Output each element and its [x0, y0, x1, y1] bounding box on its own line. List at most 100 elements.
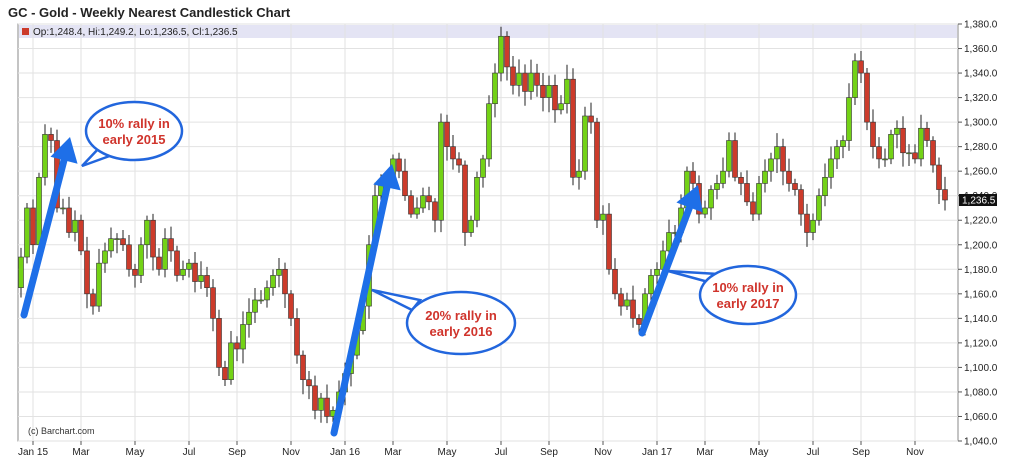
candle-body-up [762, 170, 768, 184]
candle-body-down [204, 275, 210, 288]
candle [618, 287, 624, 316]
candle [816, 188, 822, 226]
x-tick-label: Jan 17 [642, 447, 672, 458]
y-tick-label: 1,180.0 [964, 265, 998, 276]
x-tick-label: Sep [228, 447, 246, 458]
candle-body-down [150, 219, 156, 258]
candle-body-up [258, 299, 264, 302]
candle-body-up [768, 158, 774, 172]
candle [216, 309, 222, 376]
candle-body-down [48, 134, 54, 141]
candle [300, 350, 306, 395]
candle-body-up [252, 299, 258, 313]
candle-body-down [930, 140, 936, 166]
ohlc-header-band [19, 25, 957, 38]
rally-arrow-shaft [20, 156, 68, 319]
candle [30, 199, 36, 255]
candle [558, 95, 564, 115]
candle-body-down [30, 207, 36, 246]
candle [66, 196, 72, 238]
candle-body-down [612, 268, 618, 295]
candle [486, 95, 492, 167]
candle-body-up [24, 207, 30, 258]
candle-body-down [78, 219, 84, 252]
candle-body-down [936, 164, 942, 190]
y-tick-label: 1,300.0 [964, 118, 998, 129]
candle [738, 172, 744, 196]
candle-body-up [726, 140, 732, 172]
candle [924, 121, 930, 147]
candle [438, 113, 444, 233]
candle-body-up [60, 207, 66, 210]
candle [612, 258, 618, 300]
candle [918, 114, 924, 167]
candle-body-up [438, 121, 444, 221]
candle-body-up [558, 103, 564, 111]
candle-body-down [168, 238, 174, 252]
candle [294, 308, 300, 364]
candle-body-down [306, 379, 312, 387]
candle-body-up [666, 232, 672, 252]
y-tick-label: 1,120.0 [964, 338, 998, 349]
candle [246, 298, 252, 338]
candle-body-down [636, 318, 642, 325]
candle [546, 75, 552, 113]
candle-body-down [504, 35, 510, 68]
candle [906, 144, 912, 166]
candle-body-up [822, 177, 828, 197]
candle-body-up [810, 219, 816, 233]
candle-body-down [132, 268, 138, 276]
candle-body-up [36, 177, 42, 246]
candle [522, 64, 528, 106]
x-tick-label: Nov [282, 447, 300, 458]
x-tick-label: Jul [183, 447, 196, 458]
x-tick-label: Jul [807, 447, 820, 458]
candle [936, 157, 942, 205]
y-tick-label: 1,320.0 [964, 93, 998, 104]
candle-body-down [870, 121, 876, 147]
candle-body-down [126, 244, 132, 270]
callout-text: 10% rally in [712, 280, 784, 295]
candle-body-down [66, 207, 72, 233]
candle-body-up [186, 262, 192, 270]
candle-body-up [498, 35, 504, 74]
candle [780, 138, 786, 186]
y-axis: 1,040.0 1,060.0 1,080.0 1,100.0 1,120.0 1,140… [958, 20, 998, 448]
candle-body-up [486, 103, 492, 160]
y-tick-label: 1,200.0 [964, 240, 998, 251]
candle-body-up [102, 250, 108, 264]
candle-body-down [288, 293, 294, 319]
candle-body-up [888, 134, 894, 160]
candle-body-down [324, 397, 330, 417]
candle-body-up [18, 256, 24, 288]
candle-body-up [246, 311, 252, 325]
candle-body-up [420, 195, 426, 209]
candle-body-up [816, 195, 822, 221]
candle-body-down [510, 66, 516, 86]
candle [840, 135, 846, 159]
candle-body-up [882, 158, 888, 161]
candle-body-down [450, 146, 456, 160]
candle-body-down [732, 140, 738, 178]
y-tick-label: 1,280.0 [964, 142, 998, 153]
candle [72, 210, 78, 242]
candle-body-up [72, 219, 78, 233]
candle [828, 146, 834, 189]
candle-body-up [318, 397, 324, 411]
candle [594, 117, 600, 228]
y-tick-label: 1,040.0 [964, 437, 998, 448]
candle-body-down [588, 115, 594, 123]
candle [126, 235, 132, 277]
candle-body-down [222, 367, 228, 380]
candle [258, 290, 264, 304]
candle [528, 59, 534, 100]
candle-body-down [234, 342, 240, 350]
candle [432, 198, 438, 233]
candle [474, 171, 480, 228]
candle [414, 197, 420, 219]
callout-text: 10% rally in [98, 116, 170, 131]
candle [786, 158, 792, 192]
chart-title: GC - Gold - Weekly Nearest Candlestick C… [8, 5, 291, 20]
candle [270, 269, 276, 296]
